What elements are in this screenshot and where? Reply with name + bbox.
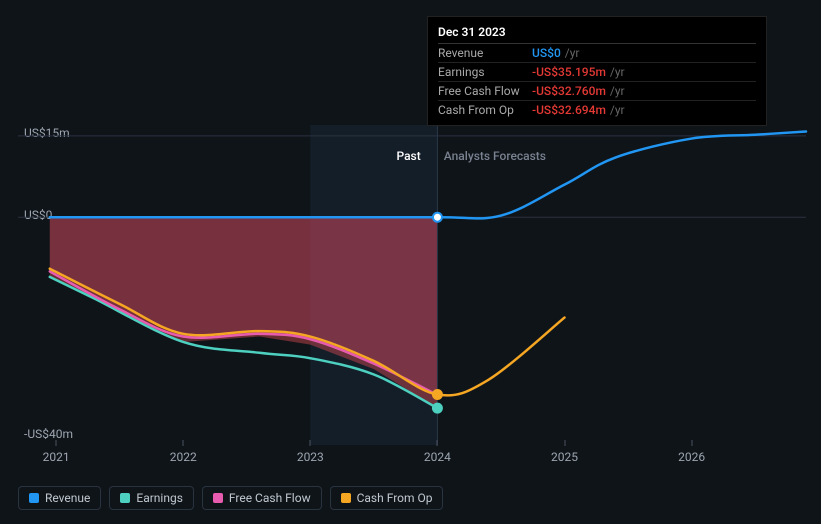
earnings-marker [433,404,442,413]
tooltip-metric-label: Earnings [438,65,532,79]
tooltip-title: Dec 31 2023 [438,23,756,44]
x-axis-tick [183,440,184,446]
x-axis-label: 2021 [43,450,70,464]
x-axis-tick [564,440,565,446]
tooltip-metric-value: -US$35.195m [532,65,606,79]
x-axis-tick [691,440,692,446]
tooltip-row: RevenueUS$0/yr [438,44,756,63]
x-axis-tick [437,440,438,446]
x-axis-label: 2022 [170,450,197,464]
legend-label: Free Cash Flow [229,491,311,505]
tooltip-row: Earnings-US$35.195m/yr [438,63,756,82]
legend-label: Revenue [45,491,90,505]
x-axis-label: 2026 [678,450,705,464]
legend-swatch [213,493,223,503]
tooltip-metric-label: Revenue [438,46,532,60]
x-axis-label: 2025 [551,450,578,464]
tooltip-suffix: /yr [610,103,625,117]
legend-swatch [120,493,130,503]
tooltip-metric-label: Free Cash Flow [438,84,532,98]
legend-label: Earnings [136,491,183,505]
tooltip-metric-label: Cash From Op [438,103,532,117]
revenue-marker [433,213,442,222]
legend-label: Cash From Op [357,491,433,505]
legend-item-revenue[interactable]: Revenue [18,486,101,510]
legend-swatch [341,493,351,503]
tooltip-metric-value: -US$32.760m [532,84,606,98]
legend-swatch [29,493,39,503]
x-axis-tick [56,440,57,446]
chart-tooltip: Dec 31 2023 RevenueUS$0/yrEarnings-US$35… [427,16,767,126]
tooltip-suffix: /yr [565,46,580,60]
chart-legend: Revenue Earnings Free Cash Flow Cash From O… [18,486,443,510]
forecast-label: Analysts Forecasts [444,149,546,163]
past-label: Past [396,149,420,163]
cash_from_op-marker [433,390,442,399]
x-axis-label: 2024 [424,450,451,464]
tooltip-suffix: /yr [610,84,625,98]
x-axis-label: 2023 [297,450,324,464]
x-axis-tick [310,440,311,446]
tooltip-rows: RevenueUS$0/yrEarnings-US$35.195m/yrFree… [438,44,756,119]
tooltip-row: Free Cash Flow-US$32.760m/yr [438,82,756,101]
tooltip-metric-value: -US$32.694m [532,103,606,117]
legend-item-cash_from_op[interactable]: Cash From Op [330,486,444,510]
tooltip-suffix: /yr [610,65,625,79]
legend-item-free_cash_flow[interactable]: Free Cash Flow [202,486,322,510]
legend-item-earnings[interactable]: Earnings [109,486,194,510]
tooltip-metric-value: US$0 [532,46,561,60]
tooltip-row: Cash From Op-US$32.694m/yr [438,101,756,119]
